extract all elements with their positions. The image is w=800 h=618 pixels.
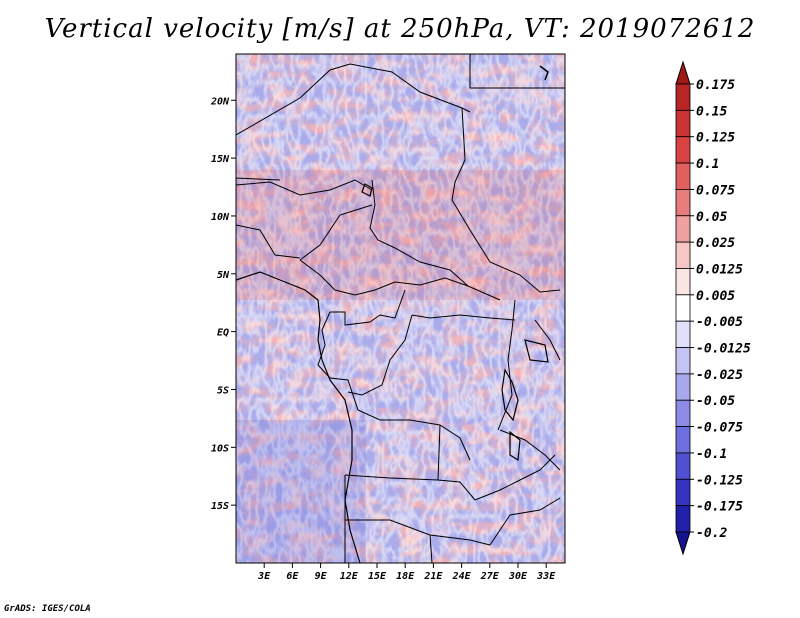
lat-tick-label: EQ [217,328,229,339]
lon-tick-label: 9E [315,571,328,582]
grads-credit: GrADS: IGES/COLA [4,604,91,614]
colorbar: 0.175 0.15 0.125 0.1 0.075 0.05 0.025 0.0125 0.0… [675,60,751,556]
lat-tick-label: 5S [217,385,229,396]
velocity-field [236,54,565,563]
lat-tick-label: 15N [211,154,230,165]
colorbar-label: 0.175 [696,78,735,93]
colorbar-swatch [675,347,691,375]
colorbar-swatch [675,505,691,533]
colorbar-label: 0.025 [696,236,735,251]
lat-tick-label: 20N [210,96,230,107]
colorbar-label: -0.0125 [696,342,751,357]
longitude-axis: 3E 6E 9E 12E 15E 18E 21E 24E 27E 30E 33E [257,563,556,582]
colorbar-min-arrow [675,531,691,556]
lon-tick-label: 30E [508,571,528,582]
lon-tick-label: 18E [396,571,415,582]
colorbar-label: 0.005 [696,289,735,304]
map-frame [235,53,566,564]
colorbar-label: 0.125 [696,131,735,146]
colorbar-swatch [675,162,691,190]
colorbar-swatch [675,294,691,322]
lon-tick-label: 15E [368,571,387,582]
colorbar-swatch [675,478,691,507]
lon-tick-label: 12E [340,571,359,582]
map-title: Vertical velocity [m/s] at 250hPa, VT: 2… [44,14,756,44]
lon-tick-label: 27E [480,571,500,582]
lat-tick-label: 10S [211,443,229,454]
colorbar-label: -0.05 [696,394,735,409]
lon-tick-label: 24E [452,571,472,582]
colorbar-swatch [675,373,691,401]
country-borders [236,54,565,563]
colorbar-swatch [675,268,691,296]
colorbar-swatch [675,452,691,480]
lat-tick-label: 5N [217,270,230,281]
colorbar-swatch [675,215,691,243]
lat-tick-label: 10N [211,212,230,223]
colorbar-swatch [675,109,691,138]
colorbar-swatch [675,426,691,454]
colorbar-label: 0.1 [696,157,719,172]
colorbar-swatch [675,241,691,269]
lon-tick-label: 3E [257,571,271,582]
colorbar-label: -0.175 [696,500,743,515]
colorbar-max-arrow [675,60,691,85]
colorbar-label: -0.2 [696,526,727,541]
lon-tick-label: 6E [286,571,299,582]
lon-tick-label: 21E [423,571,443,582]
colorbar-swatch [675,399,691,427]
colorbar-swatch [675,83,691,111]
colorbar-label: -0.125 [696,473,743,488]
colorbar-label: -0.025 [696,368,743,383]
colorbar-swatch [675,320,691,348]
lat-tick-label: 15S [211,501,229,512]
colorbar-label: -0.1 [696,447,727,462]
colorbar-label: 0.05 [696,210,727,225]
colorbar-label: -0.005 [696,315,743,330]
latitude-axis: 20N 15N 10N 5N EQ 5S 10S 15S [210,96,236,512]
colorbar-swatch [675,136,691,164]
colorbar-label: -0.075 [696,421,743,436]
colorbar-label: 0.075 [696,183,735,198]
colorbar-swatch [675,189,691,217]
colorbar-label: 0.15 [696,104,727,119]
colorbar-label: 0.0125 [696,262,743,277]
lon-tick-label: 33E [536,571,556,582]
